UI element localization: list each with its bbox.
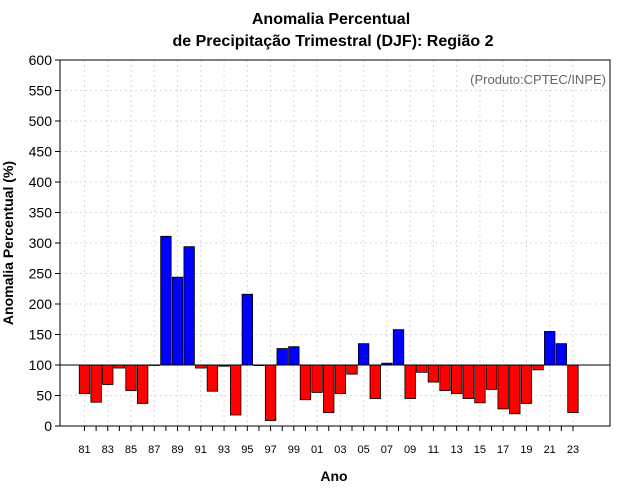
bar-10 <box>416 364 428 373</box>
y-tick-label: 350 <box>29 205 53 221</box>
x-tick-label: 09 <box>404 444 416 456</box>
x-tick-label: 15 <box>474 444 486 456</box>
bar-06 <box>369 364 381 399</box>
x-tick-label: 11 <box>428 444 439 456</box>
x-tick-label: 97 <box>264 444 276 456</box>
bar-99 <box>288 346 300 366</box>
y-tick-label: 500 <box>29 113 53 129</box>
y-tick-label: 600 <box>29 52 53 68</box>
bar-83 <box>102 364 114 385</box>
y-axis-label: Anomalia Percentual (%) <box>0 161 16 325</box>
y-tick-label: 150 <box>29 327 53 343</box>
x-tick-label: 21 <box>544 444 556 456</box>
bar-17 <box>497 364 509 410</box>
bar-85 <box>125 364 137 392</box>
bar-11 <box>427 364 440 383</box>
x-tick-label: 81 <box>78 444 90 456</box>
x-tick-label: 13 <box>451 444 463 456</box>
x-axis: 81 83 85 87 89 91 93 95 97 99 01 03 05 07 09 11 13 15 17 19… <box>78 426 579 456</box>
bar-81 <box>78 364 91 395</box>
bar-82 <box>90 364 102 403</box>
x-tick-label: 89 <box>171 444 183 456</box>
y-tick-label: 100 <box>29 357 53 373</box>
x-tick-label: 91 <box>195 444 207 456</box>
bar-15 <box>474 364 486 404</box>
bar-09 <box>404 364 416 399</box>
x-tick-label: 01 <box>311 444 323 456</box>
bar-01 <box>311 364 323 393</box>
x-tick-label: 17 <box>497 444 509 456</box>
y-tick-label: 50 <box>36 388 52 404</box>
bar-13 <box>451 364 463 395</box>
bar-94 <box>230 364 242 416</box>
bar-98 <box>276 348 288 366</box>
bar-22 <box>555 343 567 366</box>
y-axis: 0 50 100 150 200 250 300 350 400 450 500 550 600 <box>29 52 60 434</box>
bar-21 <box>544 331 556 366</box>
bar-19 <box>520 364 533 404</box>
chart-title: Anomalia Percentual <box>252 11 410 28</box>
x-tick-label: 85 <box>125 444 137 456</box>
y-tick-label: 300 <box>29 235 53 251</box>
bar-04 <box>346 364 358 375</box>
y-tick-label: 200 <box>29 296 53 312</box>
bar-89 <box>171 276 184 366</box>
x-tick-label: 95 <box>241 444 253 456</box>
bar-14 <box>462 364 474 399</box>
x-tick-label: 23 <box>567 444 579 456</box>
credit-label: (Produto:CPTEC/INPE) <box>470 72 606 87</box>
bar-20 <box>532 364 544 371</box>
x-tick-label: 83 <box>102 444 114 456</box>
bar-97 <box>264 364 277 421</box>
x-tick-label: 93 <box>218 444 230 456</box>
y-tick-label: 0 <box>44 418 52 434</box>
chart-subtitle: de Precipitação Trimestral (DJF): Região… <box>173 33 494 50</box>
bars <box>78 235 579 421</box>
bar-90 <box>183 246 195 366</box>
bar-86 <box>136 364 149 404</box>
bar-23 <box>567 364 579 413</box>
bar-12 <box>439 364 451 392</box>
x-tick-label: 99 <box>288 444 300 456</box>
y-tick-label: 450 <box>29 144 53 160</box>
bar-03 <box>334 364 347 395</box>
x-tick-label: 19 <box>520 444 532 456</box>
y-tick-label: 250 <box>29 266 53 282</box>
bar-95 <box>241 293 253 366</box>
y-tick-label: 400 <box>29 174 53 190</box>
x-axis-label: Ano <box>320 468 347 484</box>
x-tick-label: 07 <box>381 444 393 456</box>
bar-02 <box>323 364 335 413</box>
x-tick-label: 87 <box>148 444 160 456</box>
x-tick-label: 03 <box>334 444 346 456</box>
y-tick-label: 550 <box>29 83 53 99</box>
bar-92 <box>206 364 219 392</box>
bar-16 <box>485 364 498 390</box>
bar-05 <box>357 343 370 366</box>
x-tick-label: 05 <box>357 444 369 456</box>
bar-18 <box>509 364 521 415</box>
bar-08 <box>392 329 405 366</box>
bar-88 <box>160 235 172 366</box>
bar-00 <box>299 364 312 401</box>
